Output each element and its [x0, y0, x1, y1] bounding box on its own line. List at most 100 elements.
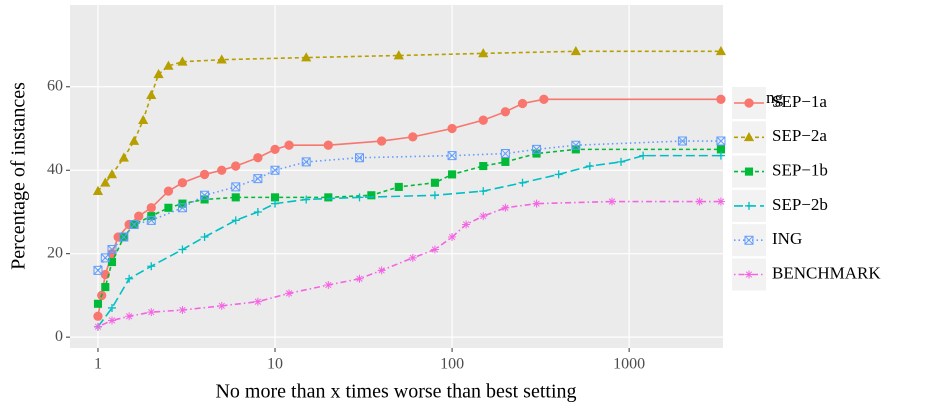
point [253, 207, 262, 216]
point [129, 219, 139, 229]
point [146, 89, 157, 99]
point [430, 191, 439, 200]
point [324, 193, 333, 202]
point [716, 94, 726, 104]
y-tick-label: 0 [55, 328, 63, 345]
point [462, 220, 471, 229]
point [571, 140, 581, 150]
point [394, 182, 403, 191]
y-tick-label: 40 [47, 161, 63, 178]
point [107, 316, 116, 325]
y-tick-label: 60 [47, 77, 63, 94]
point [302, 195, 311, 204]
point [607, 197, 616, 206]
point [301, 157, 311, 167]
point [147, 308, 156, 317]
point [231, 161, 241, 171]
point [324, 280, 333, 289]
legend-marker [743, 131, 755, 142]
point [253, 153, 263, 163]
point [118, 152, 129, 162]
point [501, 203, 510, 212]
point [163, 60, 174, 70]
point [217, 165, 227, 175]
point [200, 190, 210, 200]
point [153, 68, 164, 79]
y-tick-label: 20 [47, 244, 63, 261]
point [178, 306, 187, 315]
legend-marker [744, 98, 754, 108]
legend-marker [745, 201, 753, 210]
point [677, 136, 687, 146]
point [177, 56, 188, 66]
point [408, 253, 417, 262]
point [270, 144, 280, 155]
point [129, 135, 140, 145]
point [134, 211, 144, 221]
point [617, 157, 626, 166]
point [271, 199, 280, 208]
legend-label: SEP−2b [772, 195, 828, 214]
y-axis-label: Percentage of instances [8, 82, 30, 270]
point [355, 274, 364, 283]
point [393, 50, 404, 60]
point [715, 45, 727, 56]
point [107, 245, 117, 255]
point [355, 193, 364, 202]
point [217, 301, 226, 310]
point [639, 151, 648, 160]
point [518, 178, 527, 187]
point [231, 182, 241, 192]
point [178, 245, 187, 254]
legend-marker [745, 270, 753, 279]
point [231, 193, 240, 202]
legend-label: SEP−1a [772, 92, 827, 111]
point [100, 253, 110, 263]
point [285, 289, 294, 298]
point [107, 303, 116, 312]
point [270, 165, 280, 175]
point [93, 299, 103, 308]
x-tick-label: 1 [94, 356, 102, 373]
point [377, 266, 386, 275]
point [447, 123, 457, 134]
point [716, 136, 726, 146]
point [177, 178, 188, 188]
point [164, 203, 173, 212]
point [478, 48, 489, 58]
point [146, 215, 156, 225]
legend-label: SEP−2a [772, 126, 827, 145]
point [231, 216, 240, 225]
x-tick-label: 10 [267, 356, 283, 373]
point [716, 197, 725, 206]
point [367, 191, 376, 200]
x-axis-label: No more than x times worse than best set… [215, 381, 576, 403]
point [479, 212, 488, 221]
x-tick-label: 100 [440, 356, 464, 373]
point [501, 157, 510, 166]
legend-marker [744, 235, 754, 245]
point [92, 185, 104, 195]
point [284, 140, 294, 150]
point [532, 144, 542, 154]
point [101, 283, 110, 292]
point [163, 186, 174, 196]
point [532, 199, 541, 208]
point [585, 162, 594, 171]
point [253, 174, 263, 184]
point [106, 169, 118, 179]
point [93, 322, 102, 331]
point [199, 169, 210, 180]
point [355, 153, 365, 163]
point [554, 170, 563, 179]
point [323, 140, 333, 150]
point [479, 162, 488, 171]
point [430, 245, 439, 254]
point [430, 178, 439, 187]
point [447, 151, 457, 161]
point [376, 136, 387, 146]
point [200, 233, 209, 242]
point [478, 115, 488, 125]
point [479, 187, 488, 196]
